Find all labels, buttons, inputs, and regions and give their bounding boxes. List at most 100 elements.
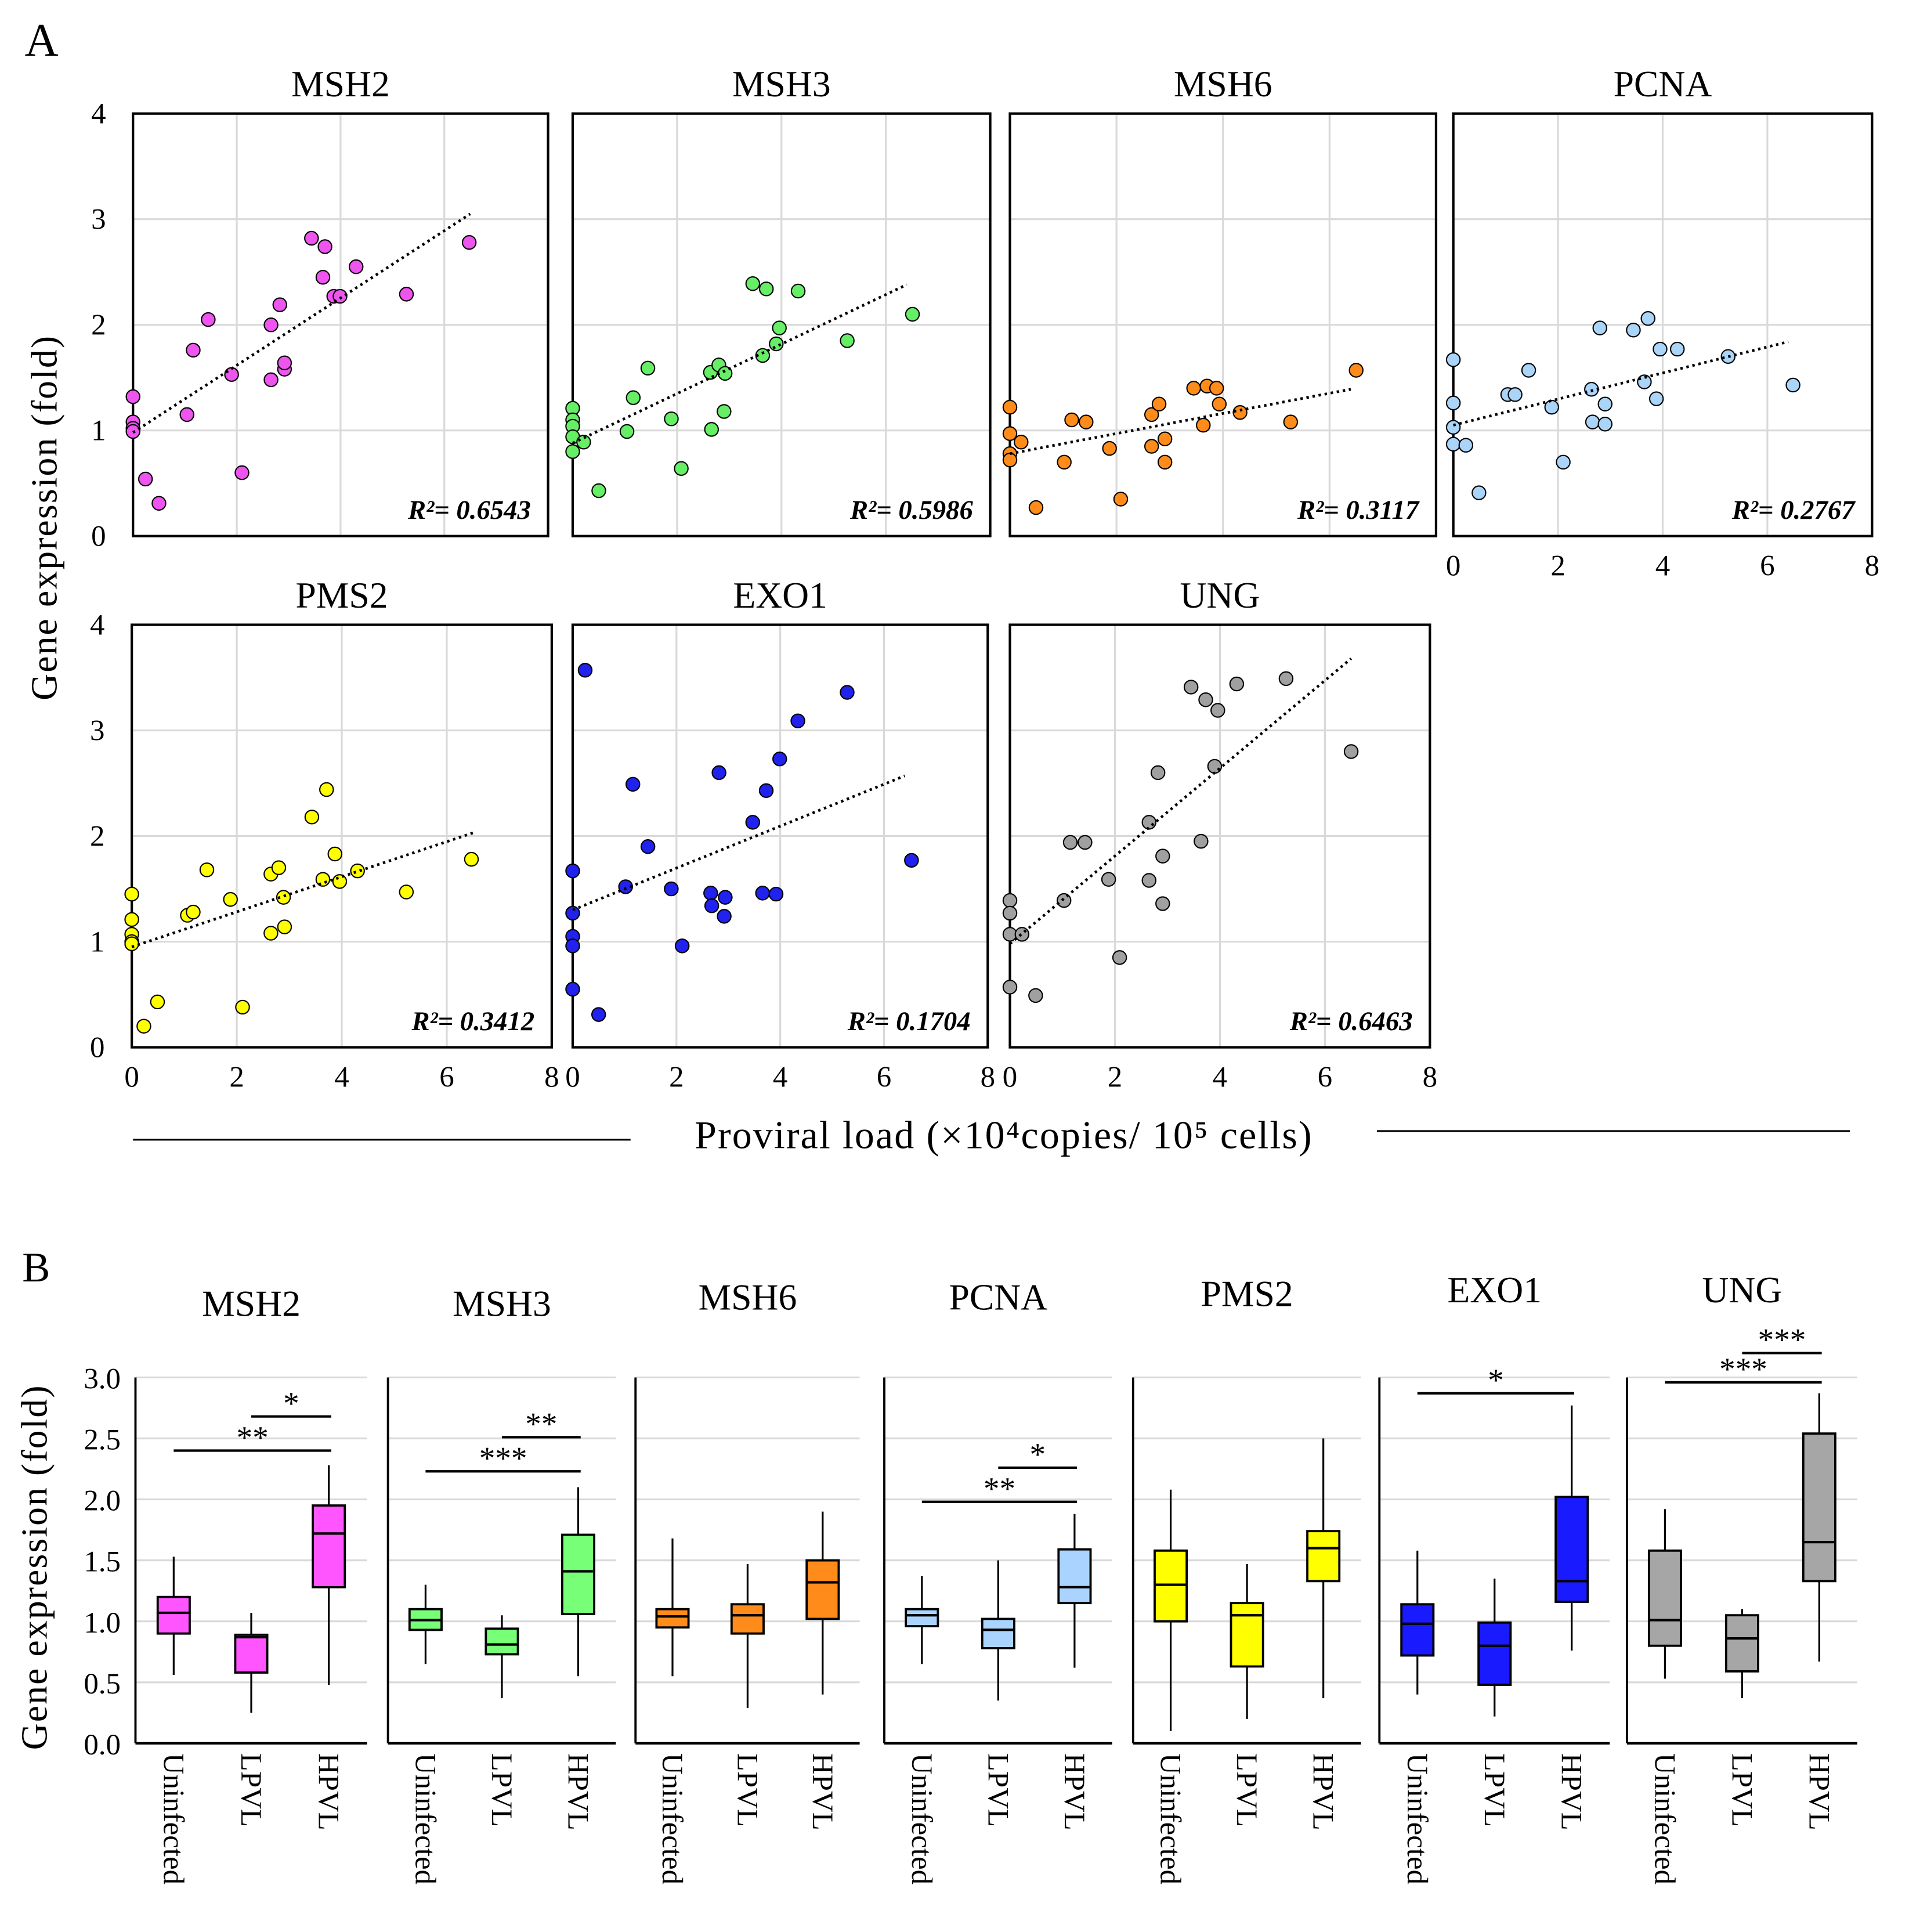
data-point — [1002, 905, 1018, 921]
box-hpvl: HPVL — [1554, 1405, 1589, 1830]
category-label: HPVL — [1802, 1753, 1835, 1830]
data-point — [768, 886, 784, 902]
r-squared-label: R²= 0.5986 — [849, 495, 973, 525]
subplot-title: MSH6 — [1174, 63, 1272, 104]
plot-frame — [1008, 623, 1431, 1049]
data-point — [1785, 377, 1800, 393]
data-point — [591, 1007, 606, 1022]
box-lpvl: LPVL — [234, 1613, 269, 1827]
box-lpvl: LPVL — [1724, 1609, 1759, 1827]
data-point — [1002, 893, 1018, 908]
data-point — [315, 872, 331, 887]
data-point — [124, 886, 139, 902]
subplot-title: EXO1 — [1447, 1269, 1542, 1310]
y-tick-label: 2 — [91, 309, 106, 342]
data-point — [1028, 988, 1043, 1003]
data-point — [1014, 927, 1030, 942]
data-point — [277, 919, 292, 934]
data-point — [1194, 833, 1209, 849]
x-tick-label: 4 — [773, 1061, 787, 1094]
b-y-axis-label: Gene expression (fold) — [14, 1384, 55, 1750]
data-point — [1670, 341, 1685, 357]
data-point — [758, 281, 774, 297]
y-tick-label: 4 — [90, 609, 104, 642]
x-tick-label: 0 — [1003, 1061, 1017, 1094]
category-label: HPVL — [1307, 1753, 1339, 1830]
subplot-title: MSH6 — [699, 1277, 797, 1318]
data-point — [674, 938, 690, 954]
x-tick-label: 6 — [877, 1061, 891, 1094]
data-point — [640, 839, 656, 854]
data-point — [626, 390, 641, 406]
trend-line — [1010, 388, 1351, 456]
data-point — [769, 336, 784, 352]
data-point — [618, 879, 633, 894]
x-tick-label: 6 — [439, 1061, 454, 1094]
data-point — [1078, 835, 1093, 850]
interquartile-box — [905, 1608, 939, 1628]
data-point — [1445, 395, 1461, 411]
data-point — [1507, 387, 1523, 402]
significance-label: * — [283, 1385, 299, 1421]
interquartile-box — [234, 1633, 269, 1674]
panel-a-scatter-grid: MSH2 R²= 0.6543 0 1 2 3 4 MSH3 R²= 0.5986 MSH6 R²=… — [90, 63, 1879, 1094]
data-point — [201, 312, 216, 327]
data-point — [674, 461, 689, 476]
data-point — [704, 898, 720, 913]
box-lpvl: LPVL — [981, 1560, 1015, 1827]
data-point — [1144, 439, 1159, 454]
y-tick-label: 3.0 — [84, 1363, 121, 1396]
category-label: Uninfected — [408, 1753, 441, 1884]
trend-line — [572, 283, 908, 445]
data-point — [576, 434, 591, 450]
data-point — [703, 886, 718, 901]
category-label: LPVL — [1230, 1753, 1263, 1827]
category-label: HPVL — [312, 1753, 345, 1830]
x-tick-label: 6 — [1760, 550, 1774, 583]
data-point — [150, 994, 165, 1010]
data-point — [790, 283, 806, 299]
significance-label: *** — [479, 1440, 527, 1476]
data-point — [1445, 420, 1461, 435]
data-point — [1064, 412, 1079, 428]
r-squared-label: R²= 0.6463 — [1289, 1006, 1413, 1037]
data-point — [565, 444, 580, 459]
data-point — [1028, 500, 1044, 515]
box-hpvl: HPVL — [1802, 1393, 1836, 1830]
y-tick-label: 4 — [91, 98, 106, 131]
scatter-subplot-msh3: MSH3 R²= 0.5986 — [565, 63, 992, 537]
data-point — [1101, 872, 1116, 887]
data-point — [1521, 363, 1536, 378]
y-tick-label: 0 — [90, 1032, 104, 1064]
data-point — [1343, 744, 1359, 759]
plot-frame — [571, 623, 989, 1049]
data-point — [1471, 485, 1487, 500]
data-point — [619, 424, 635, 439]
data-point — [718, 890, 733, 905]
interquartile-box — [655, 1608, 690, 1629]
x-tick-label: 0 — [1446, 550, 1460, 583]
y-tick-label: 1 — [91, 415, 106, 447]
trend-line — [572, 774, 906, 912]
significance-label: ** — [984, 1471, 1015, 1507]
interquartile-box — [1554, 1496, 1589, 1604]
data-point — [1458, 438, 1474, 453]
interquartile-box — [1400, 1603, 1435, 1657]
a-x-axis-label: Proviral load (×10⁴copies/ 10⁵ cells) — [695, 1113, 1313, 1157]
data-point — [179, 407, 194, 422]
data-point — [1348, 363, 1364, 378]
data-point — [277, 355, 292, 370]
data-point — [745, 815, 761, 830]
x-tick-label: 4 — [334, 1061, 349, 1094]
box-subplot-ung: UNG Uninfected LPVL HPVL ****** — [1626, 1269, 1857, 1884]
data-point — [464, 851, 479, 867]
scatter-subplot-pcna: PCNA R²= 0.2767 0 2 4 6 8 — [1445, 63, 1879, 583]
data-point — [199, 862, 215, 877]
y-tick-label: 2 — [90, 821, 104, 853]
data-point — [1445, 436, 1461, 452]
category-label: HPVL — [562, 1753, 594, 1830]
r-squared-label: R²= 0.6543 — [407, 495, 531, 525]
category-label: HPVL — [1555, 1753, 1588, 1830]
data-point — [1653, 341, 1668, 357]
